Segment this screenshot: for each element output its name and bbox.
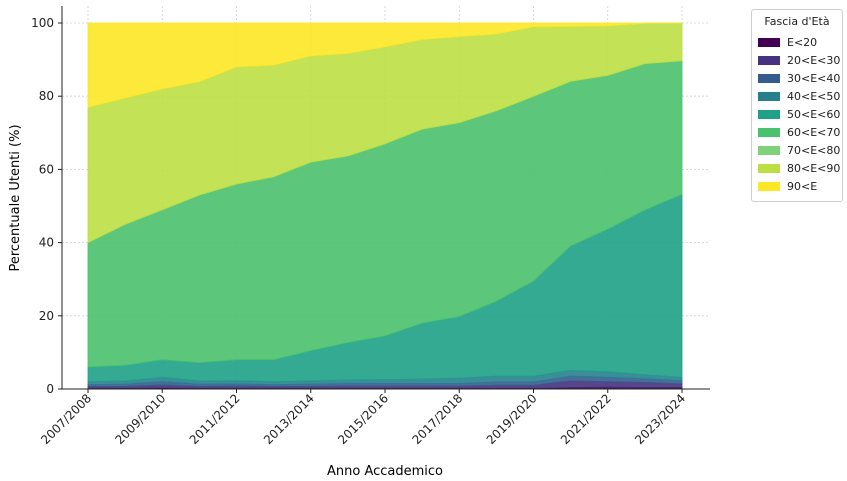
legend-swatch (758, 127, 780, 137)
y-tick-label: 100 (31, 16, 54, 30)
legend-label: 30<E<40 (787, 71, 841, 85)
legend-item: 20<E<30 (758, 51, 840, 69)
y-axis-label: Percentuale Utenti (%) (8, 124, 23, 271)
legend-item: 50<E<60 (758, 105, 840, 123)
legend-items: E<20 20<E<30 30<E<40 40<E<50 50<E<60 60<E<70 7… (758, 33, 840, 195)
x-tick-label: 2017/2018 (409, 391, 465, 447)
y-tick-label: 60 (39, 162, 54, 176)
legend-swatch (758, 73, 780, 83)
y-tick-label: 80 (39, 89, 54, 103)
legend-item: 80<E<90 (758, 159, 840, 177)
legend-swatch (758, 37, 780, 47)
legend-item: 70<E<80 (758, 141, 840, 159)
legend-label: 80<E<90 (787, 161, 841, 175)
x-tick-label: 2021/2022 (558, 391, 614, 447)
y-tick-label: 20 (39, 309, 54, 323)
legend-label: 20<E<30 (787, 53, 841, 67)
x-tick-label: 2009/2010 (112, 391, 168, 447)
x-tick-label: 2023/2024 (632, 391, 688, 447)
x-tick-label: 2011/2012 (187, 391, 243, 447)
x-tick-label: 2015/2016 (335, 391, 391, 447)
legend-swatch (758, 91, 780, 101)
area-series (87, 22, 683, 390)
legend-title: Fascia d'Età (764, 15, 830, 28)
legend: Fascia d'Età E<20 20<E<30 30<E<40 40<E<50 50… (751, 9, 843, 202)
legend-swatch (758, 109, 780, 119)
legend-swatch (758, 55, 780, 65)
legend-label: 40<E<50 (787, 89, 841, 103)
legend-swatch (758, 145, 780, 155)
legend-item: 30<E<40 (758, 69, 840, 87)
y-tick-label: 40 (39, 236, 54, 250)
legend-item: E<20 (758, 33, 836, 51)
x-tick-label: 2013/2014 (261, 391, 317, 447)
area-90-e (87, 22, 683, 108)
x-tick-label: 2019/2020 (484, 391, 540, 447)
legend-label: 60<E<70 (787, 125, 841, 139)
legend-swatch (758, 181, 780, 191)
legend-label: 70<E<80 (787, 143, 841, 157)
legend-item: 60<E<70 (758, 123, 840, 141)
legend-swatch (758, 163, 780, 173)
x-tick-label: 2007/2008 (38, 391, 94, 447)
legend-label: 50<E<60 (787, 107, 841, 121)
legend-label: E<20 (787, 35, 818, 49)
legend-item: 40<E<50 (758, 87, 840, 105)
y-tick-label: 0 (46, 382, 54, 396)
legend-item: 90<E (758, 177, 836, 195)
x-axis-label: Anno Accademico (327, 464, 443, 479)
legend-label: 90<E (787, 179, 818, 193)
